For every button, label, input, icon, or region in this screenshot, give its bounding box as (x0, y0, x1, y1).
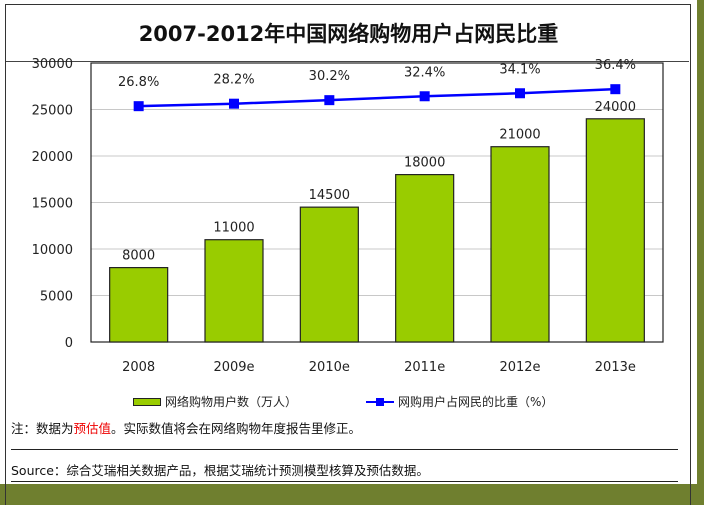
x-tick-label: 2013e (595, 360, 636, 375)
line-series (138, 87, 616, 108)
line-marker (324, 95, 335, 106)
y-tick-label: 20000 (32, 150, 73, 165)
y-tick-label: 5000 (40, 290, 73, 305)
x-tick-label: 2012e (499, 360, 540, 375)
plot-area (90, 62, 664, 343)
line-marker (610, 84, 621, 95)
legend-line-swatch (366, 397, 394, 406)
bar-value-label: 24000 (595, 100, 636, 115)
x-tick-label: 2009e (213, 360, 254, 375)
bar-value-label: 8000 (122, 249, 155, 264)
y-tick-label: 10000 (32, 243, 73, 258)
bar-value-label: 21000 (499, 128, 540, 143)
y-tick-label: 15000 (32, 197, 73, 212)
legend-item-bar: 网络购物用户数（万人） (133, 393, 297, 410)
title-divider (6, 61, 689, 62)
chart-border (5, 4, 691, 505)
divider (11, 481, 678, 482)
note-text: 注：数据为预估值。实际数值将会在网络购物年度报告里修正。 (11, 418, 361, 437)
line-value-label: 30.2% (309, 69, 350, 84)
line-value-label: 36.4% (595, 58, 636, 73)
chart-title: 2007-2012年中国网络购物用户占网民比重 (138, 22, 559, 46)
bar-value-label: 18000 (404, 156, 445, 171)
bar (585, 118, 645, 343)
line-marker (419, 91, 430, 102)
chart-plot: 0 5000 10000 15000 20000 25000 30000 8000 11000 1… (32, 57, 664, 375)
line-marker (229, 98, 239, 109)
x-tick-label: 2010e (309, 360, 350, 375)
legend-line-label: 网购用户占网民的比重（%） (398, 395, 554, 409)
x-tick-label: 2011e (404, 360, 445, 375)
line-marker (515, 88, 525, 99)
x-tick-label: 2008 (122, 360, 155, 375)
note-highlight: 预估值 (73, 421, 112, 436)
legend-bar-swatch (133, 397, 161, 406)
line-value-label: 26.8% (118, 75, 159, 90)
line-value-label: 28.2% (213, 73, 254, 88)
y-tick-label: 25000 (32, 104, 73, 119)
y-tick-label: 30000 (32, 57, 73, 72)
line-value-label: 34.1% (499, 62, 540, 77)
bar-value-label: 14500 (309, 188, 350, 203)
line-value-label: 32.4% (404, 65, 445, 80)
source-text: Source：综合艾瑞相关数据产品，根据艾瑞统计预测模型核算及预估数据。 (11, 463, 429, 478)
y-tick-label: 0 (65, 336, 73, 351)
legend-item-line: 网购用户占网民的比重（%） (366, 393, 553, 410)
bar-value-label: 11000 (213, 221, 254, 236)
bar (299, 206, 359, 343)
divider (11, 449, 678, 450)
bar (204, 239, 264, 343)
bar (109, 267, 169, 343)
bar (490, 146, 550, 343)
line-marker (133, 101, 144, 112)
legend-bar-label: 网络购物用户数（万人） (165, 395, 298, 409)
bar (395, 174, 455, 343)
note-suffix: 。实际数值将会在网络购物年度报告里修正。 (111, 421, 362, 436)
note-prefix: 注：数据为 (11, 421, 74, 436)
